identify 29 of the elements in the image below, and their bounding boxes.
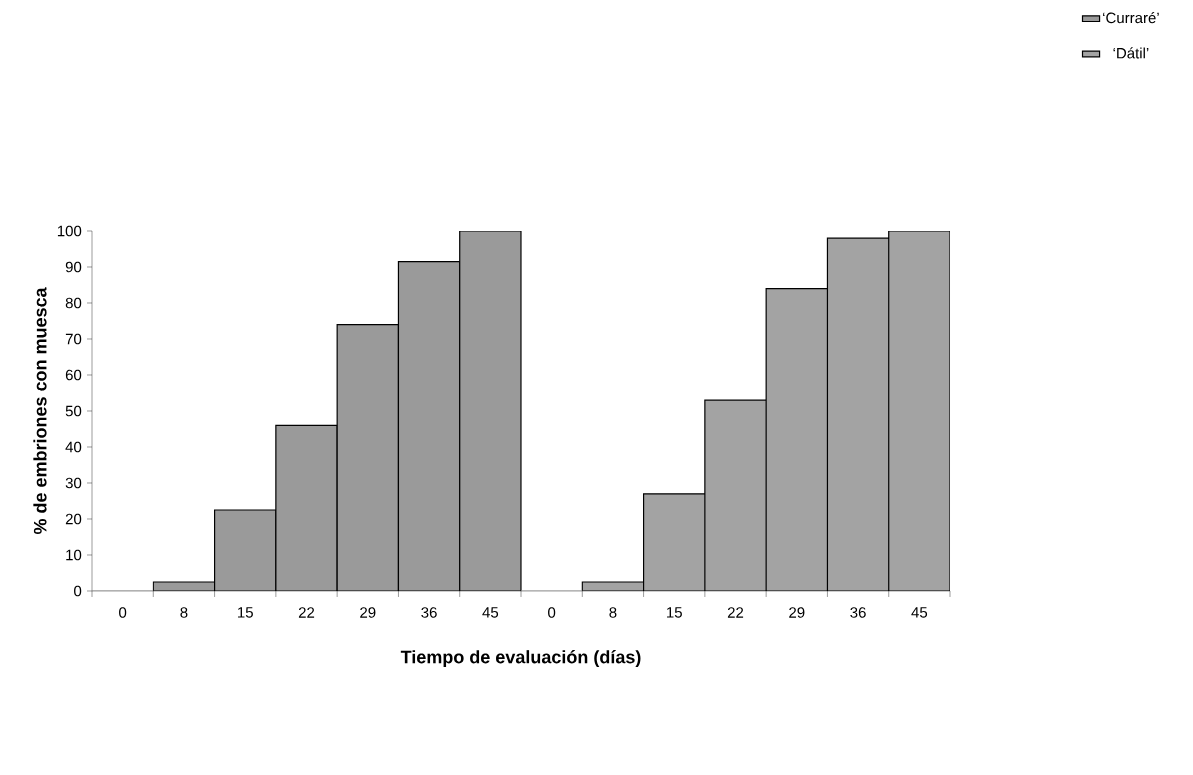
y-axis-title: % de embriones con muesca — [33, 287, 47, 535]
x-tick-label: 29 — [789, 607, 805, 618]
y-tick-label: 40 — [65, 441, 82, 453]
x-tick-label: 22 — [727, 607, 744, 618]
legend-label: ‘Curraré’ — [1103, 11, 1159, 24]
x-tick-label: 45 — [911, 607, 928, 618]
x-tick-label: 0 — [119, 607, 127, 618]
y-tick-label: 50 — [65, 405, 82, 417]
x-tick-label: 36 — [421, 607, 437, 618]
x-tick-label: 8 — [609, 607, 617, 618]
x-tick-label: 15 — [238, 607, 253, 618]
y-tick-label: 20 — [65, 513, 82, 525]
x-axis-title: Tiempo de evaluación (días) — [400, 650, 641, 667]
y-tick-label: 80 — [65, 297, 82, 309]
x-tick-label: 15 — [667, 607, 682, 618]
x-tick-label: 29 — [360, 607, 376, 618]
x-tick-label: 45 — [482, 607, 499, 618]
y-tick-label: 70 — [65, 333, 82, 345]
y-tick-label: 100 — [57, 225, 82, 237]
y-tick-label: 0 — [74, 585, 82, 597]
legend-label: ‘Dátil’ — [1113, 47, 1149, 59]
y-tick-label: 30 — [65, 477, 82, 489]
x-tick-label: 22 — [298, 607, 315, 618]
y-tick-label: 60 — [65, 369, 82, 381]
x-tick-label: 36 — [850, 607, 866, 618]
y-tick-label: 90 — [65, 261, 82, 273]
x-tick-label: 8 — [180, 607, 188, 618]
y-tick-label: 10 — [66, 549, 82, 561]
x-tick-label: 0 — [548, 607, 556, 618]
